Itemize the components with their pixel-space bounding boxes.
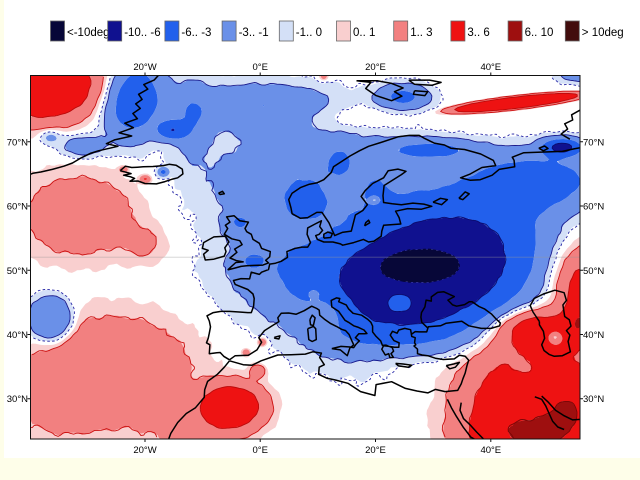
svg-text:20°W: 20°W: [133, 62, 156, 73]
svg-text:-1.. 0: -1.. 0: [296, 27, 322, 39]
svg-text:40°E: 40°E: [480, 62, 501, 73]
svg-text:20°E: 20°E: [365, 445, 386, 456]
svg-text:50°N: 50°N: [583, 266, 604, 277]
svg-text:1.. 3: 1.. 3: [410, 27, 432, 39]
svg-text:30°N: 30°N: [583, 394, 604, 405]
svg-text:<-10deg: <-10deg: [67, 27, 110, 39]
svg-text:50°N: 50°N: [7, 266, 28, 277]
svg-text:20°E: 20°E: [365, 62, 386, 73]
svg-text:60°N: 60°N: [583, 202, 604, 213]
svg-text:0.. 1: 0.. 1: [353, 27, 375, 39]
svg-text:40°N: 40°N: [7, 330, 28, 341]
svg-text:6.. 10: 6.. 10: [525, 27, 554, 39]
svg-text:0°E: 0°E: [252, 62, 267, 73]
svg-text:> 10deg: > 10deg: [582, 27, 624, 39]
svg-text:3.. 6: 3.. 6: [467, 27, 489, 39]
svg-text:70°N: 70°N: [7, 137, 28, 148]
svg-text:0°E: 0°E: [252, 445, 267, 456]
svg-text:40°E: 40°E: [480, 445, 501, 456]
svg-text:-6.. -3: -6.. -3: [181, 27, 211, 39]
svg-text:40°N: 40°N: [583, 330, 604, 341]
svg-text:70°N: 70°N: [583, 137, 604, 148]
svg-text:-10.. -6: -10.. -6: [124, 27, 160, 39]
svg-text:-3.. -1: -3.. -1: [239, 27, 269, 39]
svg-text:30°N: 30°N: [7, 394, 28, 405]
svg-text:60°N: 60°N: [7, 202, 28, 213]
svg-text:20°W: 20°W: [133, 445, 156, 456]
